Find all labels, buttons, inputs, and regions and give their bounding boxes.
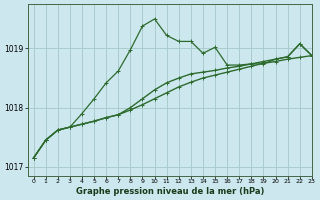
X-axis label: Graphe pression niveau de la mer (hPa): Graphe pression niveau de la mer (hPa): [76, 187, 264, 196]
